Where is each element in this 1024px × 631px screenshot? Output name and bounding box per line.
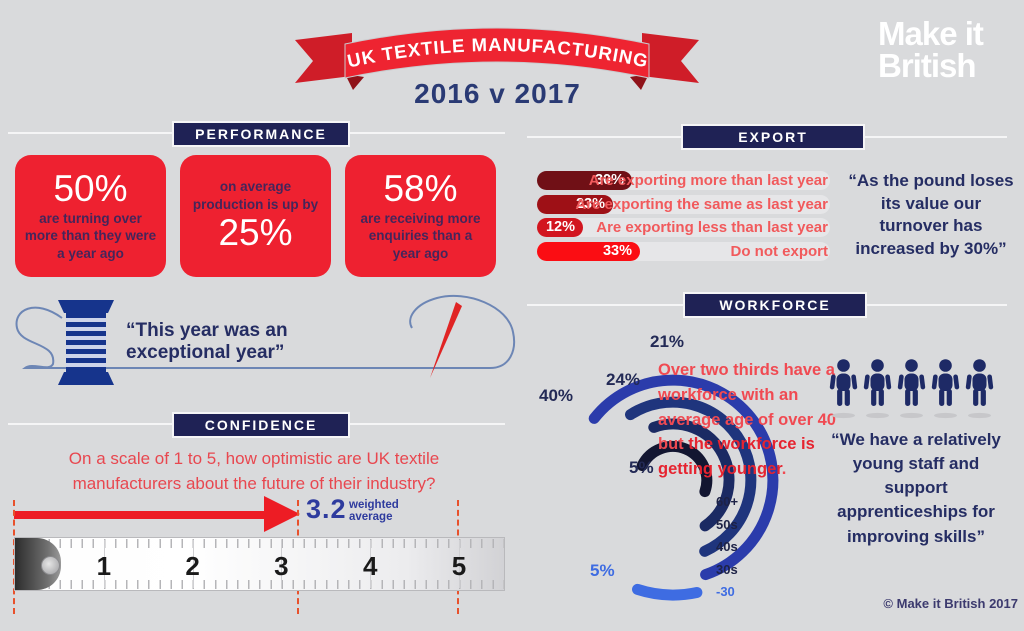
stat-card-turnover: 50% are turning over more than they were… xyxy=(15,155,166,277)
ruler-number-3: 3 xyxy=(274,551,289,581)
ring-value-50s: 24% xyxy=(606,370,641,389)
workforce-ring--30 xyxy=(632,583,703,601)
workforce-note-tail: . xyxy=(781,460,787,478)
ring-value-30s: 21% xyxy=(650,332,685,351)
stat-caption: are turning over more than they were a y… xyxy=(24,210,157,262)
thread-line xyxy=(15,294,515,369)
workforce-quote: “We have a relatively young staff and su… xyxy=(831,430,1001,546)
person-icon xyxy=(931,359,960,419)
ruler-unit-line xyxy=(281,540,283,588)
workforce-ring-40s xyxy=(625,396,757,557)
ribbon-fold-left xyxy=(345,74,364,90)
ribbon-banner: UK TEXTILE MANUFACTURING xyxy=(295,27,699,90)
export-quote: “As the pound loses its value our turnov… xyxy=(848,171,1014,258)
bar-label: Do not export xyxy=(730,243,829,261)
spool-thread-wraps xyxy=(66,313,106,372)
workforce-ring-60+ xyxy=(636,441,713,498)
confidence-question: On a scale of 1 to 5, how optimistic are… xyxy=(68,449,440,493)
ruler-unit-line xyxy=(459,540,460,588)
ring-value-60+: 5% xyxy=(629,458,654,477)
stat-caption: on average production is up by xyxy=(192,178,319,212)
export-bar-row: 33% Do not export xyxy=(537,242,830,262)
workforce-note-normal: Over two thirds have a workforce with an… xyxy=(658,361,836,454)
ruler-unit-line xyxy=(370,540,372,588)
people-icons-row xyxy=(828,358,996,422)
export-bar-chart: 30% Are exporting more than last year 23% A… xyxy=(537,171,830,267)
workforce-note-bold: the workforce is getting younger xyxy=(658,435,815,478)
ruler-number-2: 2 xyxy=(185,551,200,581)
bar-fill: 33% xyxy=(537,242,640,262)
workforce-header: WORKFORCE xyxy=(683,292,867,318)
ruler-number-4: 4 xyxy=(362,551,378,581)
stat-card-enquiries: 58% are receiving more enquiries than a … xyxy=(345,155,496,277)
copyright: © Make it British 2017 xyxy=(883,596,1018,611)
bar-label: Are exporting the same as last year xyxy=(575,195,828,213)
bar-track xyxy=(537,218,830,238)
person-icon xyxy=(829,359,858,419)
ruler-unit-line xyxy=(103,540,105,588)
person-icon xyxy=(965,359,994,419)
legend-item-40s: 40s xyxy=(716,539,738,555)
legend-item-30s: 30s xyxy=(716,561,738,577)
ribbon-tail-right xyxy=(642,33,699,83)
stat-value: 58% xyxy=(383,167,458,209)
export-bar-row: 23% Are exporting the same as last year xyxy=(537,194,830,214)
bar-label: Are exporting less than last year xyxy=(596,219,828,237)
bar-fill: 23% xyxy=(537,194,613,214)
workforce-ring-50s xyxy=(648,418,735,532)
bar-label: Are exporting more than last year xyxy=(588,172,828,189)
ruler-end-cap xyxy=(15,538,61,590)
stat-caption: are receiving more enquiries than a year… xyxy=(360,210,481,262)
ruler: 1 2 3 4 5 xyxy=(14,537,505,591)
needle-icon xyxy=(430,302,462,378)
confidence-score: 3.2 xyxy=(306,494,347,524)
export-header: EXPORT xyxy=(681,124,865,150)
ruler-unit-line xyxy=(192,540,194,588)
ring-value--30: 5% xyxy=(590,561,615,580)
brand-logo-line1: Make it xyxy=(878,15,984,52)
person-icon xyxy=(863,359,892,419)
confidence-arrow xyxy=(14,511,266,519)
stat-card-production: on average production is up by 25% xyxy=(180,155,331,277)
person-icon xyxy=(897,359,926,419)
banner-subtitle: 2016 v 2017 xyxy=(414,78,581,109)
spool-bottom-flange xyxy=(58,372,114,385)
ruler-number-1: 1 xyxy=(96,551,112,581)
ruler-ticks-top xyxy=(15,539,504,548)
ribbon-tail-left xyxy=(295,33,352,83)
bar-fill: 12% xyxy=(537,218,583,238)
brand-logo: Make it British xyxy=(878,15,984,85)
legend-item--30: -30 xyxy=(716,584,735,600)
workforce-radial-chart xyxy=(588,374,779,601)
legend-item-50s: 50s xyxy=(716,516,738,532)
stat-value: 25% xyxy=(218,212,293,254)
ruler-number-5: 5 xyxy=(451,551,467,581)
export-bar-row: 30% Are exporting more than last year xyxy=(537,171,830,190)
ring-value-40s: 40% xyxy=(539,386,574,405)
ruler-ticks-bottom xyxy=(15,580,504,589)
performance-quote: “This year was an exceptional year” xyxy=(126,320,288,363)
confidence-score-caption: weighted average xyxy=(349,499,399,524)
brand-logo-line2: British xyxy=(878,47,977,85)
ruler-rivet xyxy=(41,556,60,575)
ribbon-fold-right xyxy=(630,74,649,90)
workforce-ring-30s xyxy=(588,374,779,581)
spool-top-flange xyxy=(58,300,114,313)
confidence-header: CONFIDENCE xyxy=(172,412,350,438)
bar-fill: 30% xyxy=(537,171,632,190)
thread-needle-illustration xyxy=(15,294,515,385)
confidence-arrow-head xyxy=(264,496,300,532)
workforce-note: Over two thirds have a workforce with an… xyxy=(658,358,836,482)
ribbon-band xyxy=(344,27,650,79)
legend-item-60+: 60+ xyxy=(716,494,739,509)
performance-header: PERFORMANCE xyxy=(172,121,350,147)
export-bar-row: 12% Are exporting less than last year xyxy=(537,218,830,238)
stat-value: 50% xyxy=(53,167,128,209)
